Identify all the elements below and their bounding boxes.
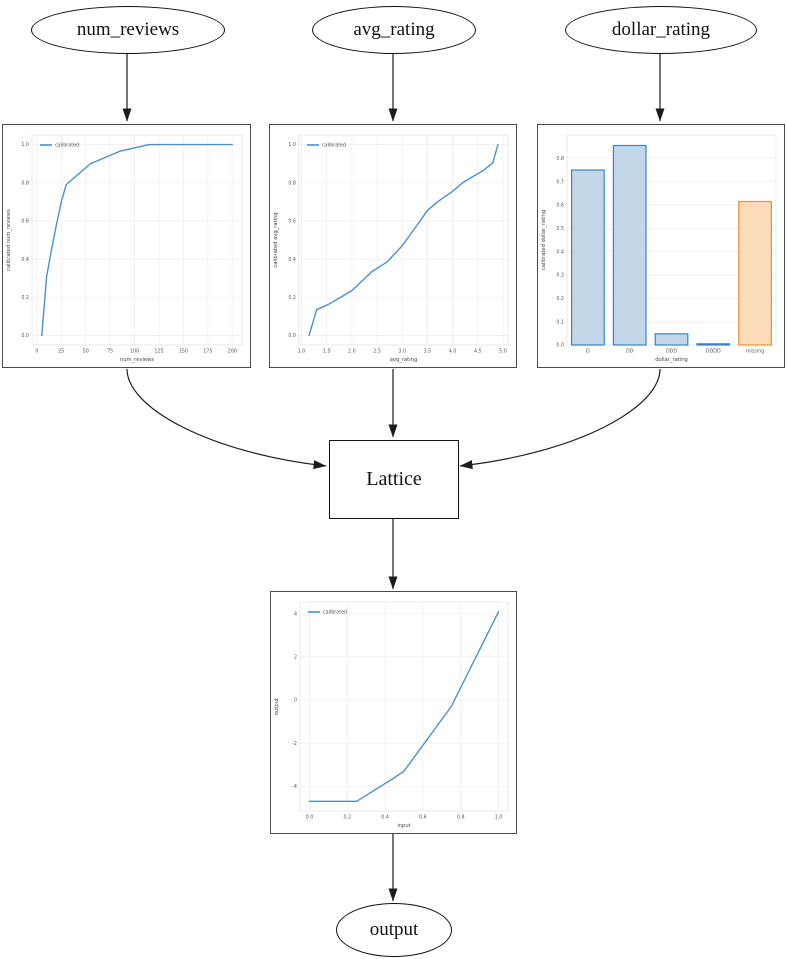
svg-text:0.8: 0.8 (457, 815, 465, 821)
avg-rating-calibration-chart: 0.0 0.2 0.4 0.6 0.8 1.0 1.0 1.5 2.0 2.5 3.0 3.5 4.0 4… (273, 134, 509, 363)
svg-text:-4: -4 (292, 784, 297, 790)
svg-text:0.2: 0.2 (556, 296, 564, 302)
svg-text:0.3: 0.3 (556, 273, 564, 279)
svg-text:200: 200 (228, 349, 237, 355)
node-avg-rating-label: avg_rating (353, 19, 435, 40)
edge-num-reviews-calibrator-to-lattice (126, 368, 327, 470)
node-dollar-rating: dollar_rating (565, 6, 757, 54)
svg-text:4: 4 (294, 612, 297, 618)
output-calibration-chart: -4 -2 0 2 4 0.0 0.2 0.4 0.6 0.8 1.0 input output cali… (274, 601, 509, 829)
svg-text:0.4: 0.4 (381, 815, 389, 821)
svg-text:0.6: 0.6 (21, 219, 29, 225)
svg-text:-2: -2 (292, 741, 297, 747)
svg-text:DDD: DDD (666, 349, 677, 355)
svg-text:calibrated: calibrated (55, 143, 79, 149)
svg-text:0.5: 0.5 (556, 226, 564, 232)
svg-text:calibrated num_reviews: calibrated num_reviews (6, 209, 12, 271)
svg-text:3.0: 3.0 (398, 349, 406, 355)
node-lattice: Lattice (329, 440, 459, 519)
svg-text:DD: DD (626, 349, 634, 355)
svg-text:0: 0 (35, 349, 38, 355)
node-output-label: output (369, 919, 419, 940)
svg-text:0.4: 0.4 (288, 257, 296, 263)
node-num-reviews: num_reviews (31, 6, 225, 54)
svg-text:2.0: 2.0 (348, 349, 356, 355)
svg-text:0: 0 (294, 698, 297, 704)
svg-text:50: 50 (83, 349, 89, 355)
svg-text:0.0: 0.0 (288, 333, 296, 339)
svg-text:4.0: 4.0 (449, 349, 457, 355)
node-output: output (336, 903, 452, 957)
svg-text:0.2: 0.2 (343, 815, 351, 821)
svg-text:0.2: 0.2 (21, 295, 29, 301)
svg-text:calibrated: calibrated (322, 143, 346, 149)
plot-calibrator-dollar-rating: 0.0 0.1 0.2 0.3 0.4 0.5 0.6 0.7 0.8 D DD DDD DDDD mis… (537, 124, 785, 368)
svg-text:75: 75 (107, 349, 113, 355)
node-dollar-rating-label: dollar_rating (611, 19, 711, 40)
svg-text:output: output (274, 698, 280, 715)
svg-text:calibrated avg_rating: calibrated avg_rating (273, 212, 279, 267)
svg-text:input: input (397, 823, 410, 829)
svg-text:100: 100 (130, 349, 139, 355)
svg-text:D: D (586, 349, 590, 355)
svg-text:2: 2 (294, 655, 297, 661)
svg-text:0.4: 0.4 (556, 249, 564, 255)
node-num-reviews-label: num_reviews (76, 19, 180, 40)
svg-text:5.0: 5.0 (499, 349, 507, 355)
svg-text:1.0: 1.0 (298, 349, 306, 355)
plot-calibrator-avg-rating: 0.0 0.2 0.4 0.6 0.8 1.0 1.0 1.5 2.0 2.5 3.0 3.5 4.0 4… (269, 124, 517, 368)
edge-dollar-rating-calibrator-to-lattice (459, 368, 661, 470)
svg-text:175: 175 (203, 349, 212, 355)
svg-text:calibrated: calibrated (323, 610, 347, 616)
svg-text:num_reviews: num_reviews (120, 357, 154, 363)
svg-text:25: 25 (58, 349, 64, 355)
svg-text:4.5: 4.5 (474, 349, 482, 355)
svg-text:avg_rating: avg_rating (390, 357, 418, 363)
svg-text:1.0: 1.0 (495, 815, 503, 821)
svg-text:125: 125 (154, 349, 163, 355)
svg-text:1.5: 1.5 (323, 349, 331, 355)
svg-text:1.0: 1.0 (288, 142, 296, 148)
svg-text:0.1: 0.1 (556, 319, 564, 325)
svg-text:1.0: 1.0 (21, 142, 29, 148)
svg-text:0.0: 0.0 (556, 343, 564, 349)
svg-text:0.8: 0.8 (288, 180, 296, 186)
svg-text:0.0: 0.0 (306, 815, 314, 821)
svg-text:dollar_rating: dollar_rating (655, 357, 688, 363)
svg-text:0.8: 0.8 (556, 156, 564, 162)
dollar-rating-calibration-chart: 0.00.10.20.30.40.50.60.70.8D DD DDD DDDD mis… (541, 134, 777, 363)
svg-text:2.5: 2.5 (373, 349, 381, 355)
svg-text:calibrated dollar_rating: calibrated dollar_rating (541, 210, 547, 270)
svg-text:0.4: 0.4 (21, 257, 29, 263)
svg-text:3.5: 3.5 (424, 349, 432, 355)
svg-text:0.6: 0.6 (556, 203, 564, 209)
svg-text:0.2: 0.2 (288, 295, 296, 301)
svg-text:0.6: 0.6 (288, 219, 296, 225)
node-avg-rating: avg_rating (312, 6, 476, 54)
svg-text:DDDD: DDDD (706, 349, 721, 355)
plot-output-calibration: -4 -2 0 2 4 0.0 0.2 0.4 0.6 0.8 1.0 input output cali… (270, 591, 517, 834)
svg-text:missing: missing (746, 349, 764, 355)
node-lattice-label: Lattice (366, 468, 422, 490)
svg-text:0.0: 0.0 (21, 333, 29, 339)
svg-text:0.8: 0.8 (21, 180, 29, 186)
num-reviews-calibration-chart: 0.0 0.2 0.4 0.6 0.8 1.0 0 25 50 75 100 125 150 175 200… (6, 134, 243, 363)
svg-text:150: 150 (179, 349, 188, 355)
svg-text:0.6: 0.6 (419, 815, 427, 821)
svg-text:0.7: 0.7 (556, 179, 564, 185)
plot-calibrator-num-reviews: 0.0 0.2 0.4 0.6 0.8 1.0 0 25 50 75 100 125 150 175 200… (2, 124, 251, 368)
